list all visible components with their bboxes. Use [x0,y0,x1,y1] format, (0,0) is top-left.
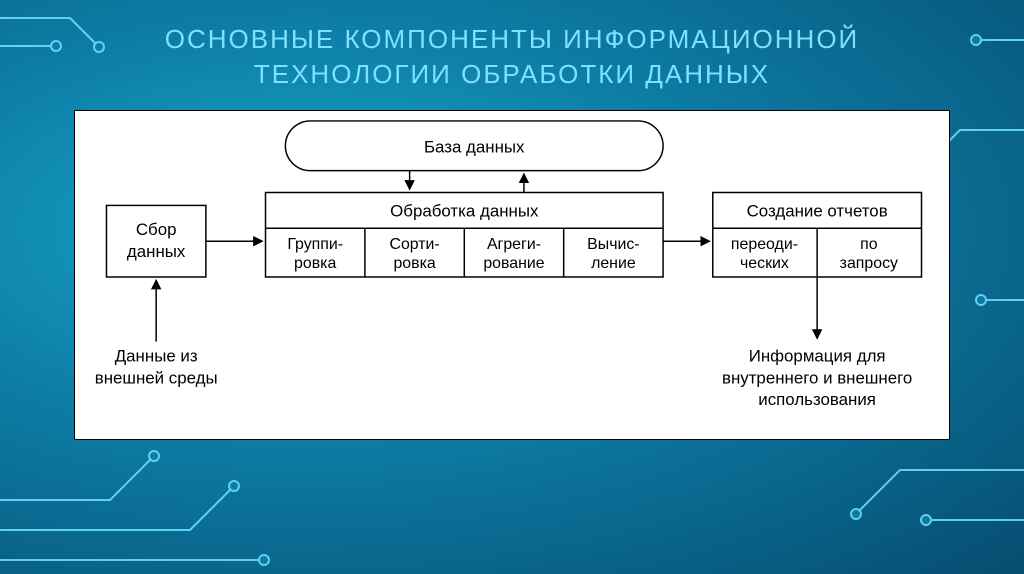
node-external-data: Данные из внешней среды [95,346,218,387]
slide-title: ОСНОВНЫЕ КОМПОНЕНТЫ ИНФОРМАЦИОННОЙ ТЕХНО… [0,22,1024,92]
flowchart: База данных Сбор данных Обработка данных… [75,111,949,439]
label-process-sub-1-1: ровка [393,255,435,272]
title-line-2: ТЕХНОЛОГИИ ОБРАБОТКИ ДАННЫХ [254,59,770,89]
label-reports-sub-1-0: по [860,236,878,253]
label-output-2: использования [758,390,876,409]
label-process-sub-0-0: Группи- [287,236,343,253]
diagram-panel: База данных Сбор данных Обработка данных… [74,110,950,440]
label-process-sub-0-1: ровка [294,255,336,272]
node-output-info: Информация для внутреннего и внешнего ис… [722,346,912,409]
label-collect-1: Сбор [136,220,177,239]
label-reports-sub-0-1: ческих [740,255,789,272]
label-reports-header: Создание отчетов [747,201,888,220]
label-process-sub-1-0: Сорти- [389,236,439,253]
label-database: База данных [424,138,525,157]
node-reports: Создание отчетов переоди- ческих по запр… [713,193,922,277]
label-process-header: Обработка данных [390,201,539,220]
title-line-1: ОСНОВНЫЕ КОМПОНЕНТЫ ИНФОРМАЦИОННОЙ [165,24,859,54]
node-database: База данных [285,121,663,171]
label-reports-sub-0-0: переоди- [731,236,798,253]
label-process-sub-2-0: Агреги- [487,236,541,253]
label-reports-sub-1-1: запросу [840,255,898,272]
label-collect-2: данных [127,242,186,261]
node-process: Обработка данных Группи- ровка Сорти- ро… [266,193,664,277]
label-process-sub-2-1: рование [483,255,544,272]
label-external-1: внешней среды [95,368,218,387]
label-output-1: внутреннего и внешнего [722,368,912,387]
label-external-0: Данные из [115,346,198,365]
node-collect: Сбор данных [106,205,205,277]
label-process-sub-3-0: Вычис- [587,236,639,253]
label-output-0: Информация для [749,346,886,365]
slide: ОСНОВНЫЕ КОМПОНЕНТЫ ИНФОРМАЦИОННОЙ ТЕХНО… [0,0,1024,574]
label-process-sub-3-1: ление [591,255,636,272]
